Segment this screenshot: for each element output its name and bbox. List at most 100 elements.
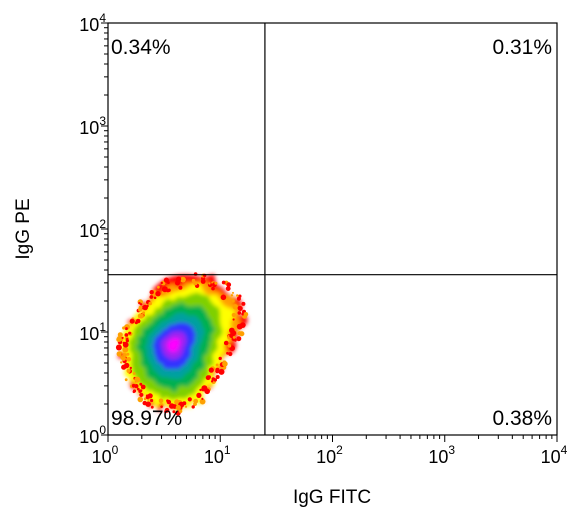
density-speckle (124, 333, 129, 337)
density-speckle (232, 304, 238, 310)
density-speckle (139, 303, 143, 306)
density-speckle (236, 294, 239, 297)
density-speckle (115, 344, 122, 351)
quadrant-lower-left-percent: 98.97% (111, 407, 182, 430)
density-speckle (158, 398, 164, 404)
density-speckle (166, 399, 169, 403)
density-speckle (221, 280, 226, 285)
density-speckle (196, 392, 202, 398)
density-speckle (160, 281, 163, 285)
density-speckle (139, 392, 144, 397)
density-speckle (138, 313, 144, 319)
density-speckle (230, 294, 234, 297)
density-speckle (132, 390, 136, 394)
density-speckle (178, 409, 183, 413)
density-speckle (236, 296, 241, 301)
density-speckle (134, 384, 139, 389)
density-speckle (126, 368, 131, 373)
density-speckle (143, 397, 147, 401)
x-tick-label: 103 (428, 443, 455, 467)
density-speckle (138, 305, 143, 310)
density-speckle (124, 327, 128, 331)
density-speckle (147, 398, 150, 401)
density-speckle (237, 306, 242, 310)
density-speckle (215, 369, 220, 374)
x-tick-label: 102 (316, 443, 343, 467)
density-speckle (228, 351, 233, 357)
density-speckle (191, 278, 196, 283)
density-speckle (117, 332, 123, 338)
density-speckle (226, 282, 232, 288)
density-speckle (150, 398, 154, 403)
density-speckle (139, 382, 143, 386)
density-speckle (184, 405, 188, 408)
density-speckle (236, 336, 242, 342)
density-speckle (122, 341, 129, 348)
density-speckle (176, 276, 182, 282)
y-tick-labels: 100 101 102 103 104 (79, 11, 106, 447)
density-speckle (178, 285, 183, 290)
axis-ticks (101, 22, 558, 442)
density-speckle (199, 388, 202, 392)
density-speckle (167, 281, 170, 284)
density-speckle (218, 356, 222, 361)
density-speckle (126, 357, 132, 362)
density-speckle (129, 318, 135, 324)
density-speckle (124, 378, 128, 382)
density-speckle (120, 361, 123, 364)
density-speckle (128, 331, 132, 335)
density-speckle (137, 396, 144, 403)
density-speckle (126, 352, 130, 356)
density-speckle (237, 331, 242, 336)
density-speckle (215, 363, 219, 367)
density-speckle (167, 288, 171, 292)
density-speckle (145, 394, 149, 398)
y-tick-label: 104 (79, 11, 106, 35)
density-speckle (125, 365, 129, 369)
density-speckle (187, 397, 192, 402)
density-speckle (153, 293, 156, 297)
density-speckle (231, 299, 235, 303)
density-speckle (208, 367, 214, 373)
density-level-magenta (167, 337, 181, 353)
density-speckle (160, 405, 163, 409)
y-tick-label: 101 (79, 320, 106, 344)
density-speckle (225, 286, 231, 291)
density-speckle (222, 361, 228, 367)
density-speckle (129, 366, 132, 370)
density-speckle (208, 282, 211, 285)
density-speckle (169, 403, 175, 409)
density-speckle (223, 340, 229, 346)
density-speckle (140, 384, 146, 390)
density-speckle (126, 337, 129, 341)
density-speckle (134, 321, 138, 325)
density-speckle (145, 401, 151, 407)
density-speckle (155, 291, 161, 297)
density-speckle (241, 301, 246, 306)
quadrant-upper-right-percent: 0.31% (492, 36, 552, 59)
density-speckle (232, 336, 236, 339)
density-speckle (132, 372, 136, 375)
density-speckle (239, 322, 246, 328)
density-speckle (142, 304, 148, 311)
density-speckle (214, 281, 218, 285)
density-speckle (122, 326, 126, 330)
quadrant-lower-right-percent: 0.38% (492, 407, 552, 430)
density-speckle (199, 398, 206, 405)
density-speckle (232, 291, 234, 294)
density-speckle (134, 376, 141, 383)
density-speckle (234, 338, 237, 342)
density-speckle (121, 336, 124, 339)
density-speckle (232, 318, 235, 321)
x-tick-label: 100 (92, 443, 119, 467)
density-speckle (116, 335, 123, 342)
density-speckle (218, 368, 225, 375)
density-speckle (149, 295, 154, 299)
density-speckle (150, 405, 154, 409)
density-speckle (215, 375, 220, 379)
y-axis-title: IgG PE (13, 198, 34, 259)
x-tick-label: 104 (541, 443, 568, 467)
density-speckle (201, 276, 206, 281)
density-speckle (193, 402, 197, 406)
